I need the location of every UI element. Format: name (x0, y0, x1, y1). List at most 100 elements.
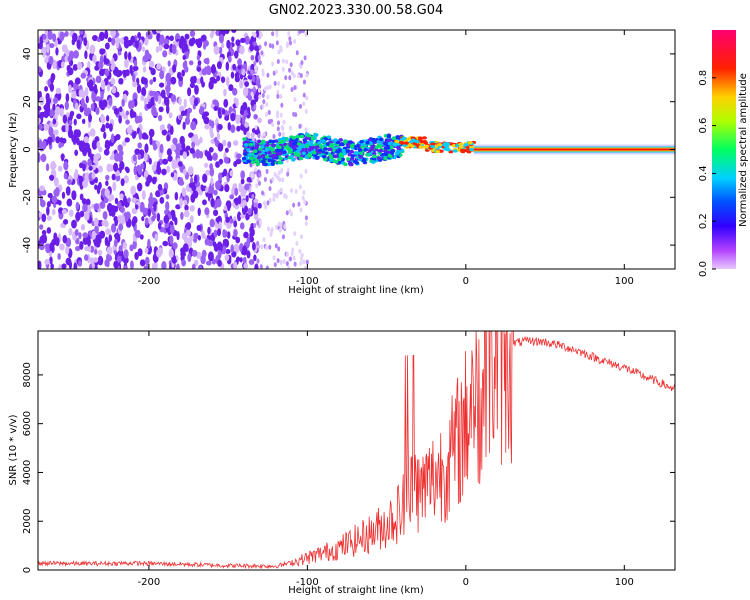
spectrogram-ytick-label: 0 (22, 146, 33, 152)
spectrogram-cell (98, 181, 102, 190)
spectrogram-cell (287, 265, 291, 269)
spectrogram-cell (233, 97, 238, 104)
spectrogram-cell (226, 231, 231, 239)
spectrogram-cell (242, 101, 248, 111)
spectrogram-cell (57, 253, 61, 260)
spectrogram-cell (285, 261, 289, 267)
spectrogram-cell (303, 55, 307, 61)
spectrogram-cell (254, 263, 259, 269)
spectrogram-cell (106, 240, 111, 248)
spectrogram-cell (79, 210, 85, 218)
spectrogram-cell (147, 53, 152, 60)
spectrogram-cell (227, 141, 232, 148)
spectrogram-cell (258, 219, 262, 225)
spectrogram-cell (279, 139, 284, 144)
spectrogram-cell (459, 148, 465, 152)
spectrogram-cell (92, 34, 98, 42)
spectrogram-cell (253, 32, 257, 38)
spectrogram-cell (57, 165, 63, 172)
spectrogram-cell (240, 170, 246, 180)
spectrogram-cell (278, 227, 282, 233)
spectrogram-cell (303, 266, 307, 269)
spectrogram-cell (371, 160, 376, 164)
spectrogram-cell (276, 126, 280, 132)
spectrogram-cell (89, 263, 93, 269)
spectrogram-cell (350, 154, 356, 158)
spectrogram-cell (255, 53, 260, 63)
spectrogram-cell (370, 144, 375, 149)
spectrogram-cell (181, 187, 187, 197)
spectrogram-cell (216, 61, 222, 70)
spectrogram-cell (250, 54, 255, 61)
spectrogram-cell (253, 113, 258, 120)
spectrogram-cell (133, 59, 138, 67)
spectrogram-cell (141, 87, 147, 97)
spectrogram-cell (120, 205, 125, 214)
spectrogram-cell (91, 139, 98, 150)
spectrogram-cell (156, 249, 162, 258)
spectrogram-cell (289, 125, 293, 131)
spectrogram-cell (228, 55, 232, 63)
spectrogram-ytick-label: 40 (22, 48, 33, 61)
spectrogram-cell (72, 82, 78, 90)
spectrogram-cell (61, 125, 67, 133)
spectrogram-cell (290, 87, 294, 93)
spectrogram-cell (285, 210, 289, 216)
spectrogram-cell (240, 37, 246, 44)
spectrogram-cell (123, 36, 129, 42)
spectrogram-cell (232, 87, 238, 96)
spectrogram-cell (423, 145, 429, 149)
spectrogram-cell (181, 69, 186, 77)
spectrogram-cell (53, 129, 59, 136)
spectrogram-cell (119, 106, 123, 113)
spectrogram-cell (243, 143, 249, 147)
spectrogram-cell (89, 44, 96, 55)
spectrogram-cell (343, 162, 348, 167)
spectrogram-cell (65, 257, 72, 266)
spectrogram-cell (224, 147, 229, 153)
spectrogram-cell (185, 145, 191, 151)
spectrogram-cell (358, 151, 364, 156)
spectrogram-cell (306, 153, 312, 158)
spectrogram-cell (202, 199, 207, 206)
spectrogram-cell (181, 141, 186, 151)
spectrogram-cell (376, 140, 382, 144)
spectrogram-cell (213, 105, 219, 112)
spectrogram-cell (38, 139, 43, 149)
spectrogram-cell (64, 101, 69, 111)
spectrogram-cell (156, 212, 161, 222)
spectrogram-cell (430, 145, 436, 149)
spectrogram-cell (279, 259, 283, 265)
spectrogram-cell (137, 153, 142, 160)
spectrogram-cell (68, 119, 73, 126)
spectrogram-cell (117, 249, 124, 257)
spectrogram-cell (256, 139, 262, 144)
spectrogram-cell (172, 64, 177, 73)
spectrogram-cell (66, 198, 73, 207)
spectrogram-cell (403, 141, 409, 145)
spectrogram-cell (218, 172, 223, 182)
spectrogram-cell (145, 180, 150, 187)
spectrogram-cell (136, 115, 143, 123)
spectrogram-xtick-label: 100 (615, 276, 634, 287)
spectrogram-cell (165, 201, 170, 211)
spectrogram-cell (252, 241, 256, 251)
spectrogram-cell (115, 38, 120, 49)
spectrogram-cell (83, 109, 90, 117)
spectrogram-cell (259, 264, 263, 269)
spectrogram-cell (458, 142, 464, 146)
spectrogram-cell (242, 86, 249, 97)
spectrogram-cell (229, 218, 234, 224)
spectrogram-cell (200, 76, 204, 85)
spectrogram-cell (383, 149, 388, 154)
spectrogram-cell (254, 45, 261, 52)
spectrogram-cell (131, 99, 135, 109)
spectrogram-cell (108, 123, 113, 132)
spectrogram-cell (258, 147, 263, 151)
spectrogram-cell (458, 145, 464, 149)
spectrogram-cell (94, 184, 98, 190)
spectrogram-cell (299, 260, 303, 266)
spectrogram-cell (45, 163, 50, 172)
spectrogram-cell (419, 140, 425, 144)
